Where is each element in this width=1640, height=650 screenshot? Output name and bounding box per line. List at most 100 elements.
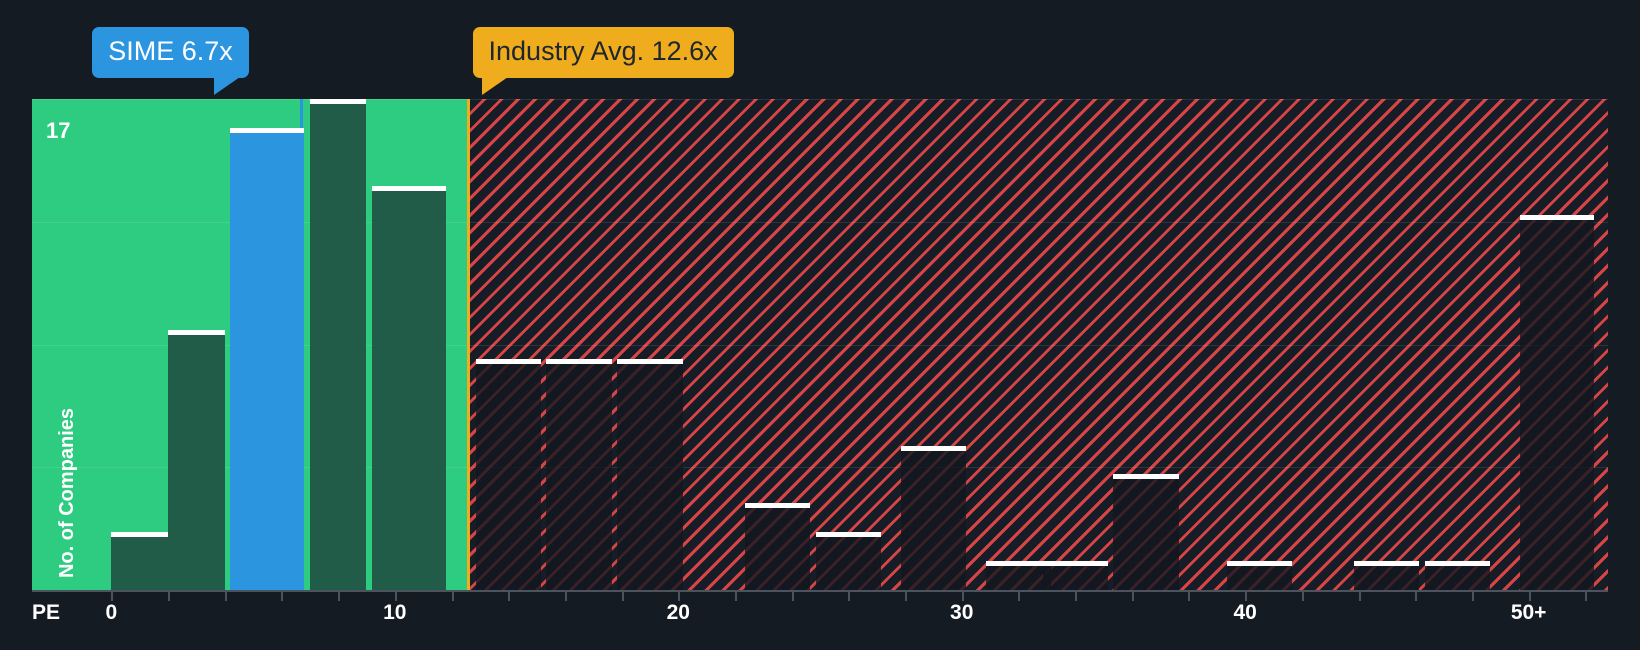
x-axis-tick xyxy=(224,590,227,601)
x-axis-tick xyxy=(734,590,737,601)
x-axis-tick xyxy=(1415,590,1418,601)
x-axis-tick xyxy=(111,590,114,601)
x-axis-tick xyxy=(338,590,341,601)
x-axis-tick xyxy=(508,590,511,601)
bar[interactable] xyxy=(617,358,683,590)
x-axis-label: 20 xyxy=(666,601,690,624)
bar[interactable] xyxy=(744,503,811,590)
callout-tail xyxy=(481,77,508,95)
bar[interactable] xyxy=(168,330,225,590)
marker-line-sime xyxy=(299,99,303,128)
plot-area xyxy=(32,99,1608,590)
x-axis-tick xyxy=(451,590,454,601)
bar-body xyxy=(168,335,225,590)
bar-body xyxy=(1226,566,1292,590)
bar-body xyxy=(1113,479,1179,590)
bar-body xyxy=(230,132,305,590)
overvalued-zone xyxy=(468,99,1608,590)
callout-label: Industry Avg. 12.6x xyxy=(488,36,718,66)
bar[interactable] xyxy=(309,99,367,590)
x-axis-tick xyxy=(1528,590,1531,601)
bar[interactable] xyxy=(1520,214,1594,590)
x-axis-tick xyxy=(1188,590,1191,601)
bar[interactable] xyxy=(1425,561,1491,590)
x-axis-tick xyxy=(1358,590,1361,601)
x-axis-tick xyxy=(1131,590,1134,601)
bar[interactable] xyxy=(1042,561,1108,590)
x-axis-label: 40 xyxy=(1233,601,1257,624)
x-axis-tick xyxy=(1301,590,1304,601)
bar[interactable] xyxy=(546,358,612,590)
bar-cap xyxy=(744,503,811,509)
bar-cap xyxy=(985,561,1051,567)
x-axis-tick xyxy=(564,590,567,601)
callout-tail xyxy=(213,77,240,95)
x-axis-tick xyxy=(621,590,624,601)
bar-cap xyxy=(546,358,612,364)
bar[interactable] xyxy=(372,185,446,590)
x-axis-label: 50+ xyxy=(1510,601,1547,624)
x-axis-tick xyxy=(281,590,284,601)
bar-cap xyxy=(1425,561,1491,567)
x-axis-tick xyxy=(791,590,794,601)
x-axis-line xyxy=(32,590,1608,592)
bar[interactable] xyxy=(475,358,541,590)
bar-cap xyxy=(372,185,446,191)
bar-cap xyxy=(230,127,305,133)
x-axis-tick xyxy=(1075,590,1078,601)
bar[interactable] xyxy=(815,532,881,590)
bar[interactable] xyxy=(1113,474,1179,590)
x-axis-tick xyxy=(168,590,171,601)
bar-cap xyxy=(1520,214,1594,220)
x-axis-tick xyxy=(1471,590,1474,601)
callout-sime: SIME 6.7x xyxy=(92,27,249,95)
x-axis-tick xyxy=(905,590,908,601)
x-axis-label: 30 xyxy=(950,601,974,624)
bar-body xyxy=(111,537,169,590)
bar-cap xyxy=(111,532,169,538)
gridline xyxy=(32,467,1608,469)
bar-body xyxy=(900,450,966,590)
bar-cap xyxy=(815,532,881,538)
x-axis-unit-label: PE xyxy=(32,601,61,624)
bar[interactable] xyxy=(230,127,305,590)
bar[interactable] xyxy=(900,445,966,590)
x-axis-tick xyxy=(678,590,681,601)
bar-body xyxy=(1042,566,1108,590)
bar-cap xyxy=(309,99,367,104)
bar[interactable] xyxy=(111,532,169,590)
x-axis-label: 10 xyxy=(383,601,407,624)
callout-label: SIME 6.7x xyxy=(108,36,233,66)
bar-body xyxy=(744,508,811,590)
y-axis-max-label: 17 xyxy=(46,118,71,143)
bar-cap xyxy=(900,445,966,451)
bar-body xyxy=(372,190,446,590)
bar[interactable] xyxy=(1354,561,1420,590)
bar-body xyxy=(1425,566,1491,590)
x-axis-label: 0 xyxy=(105,601,118,624)
gridline xyxy=(32,99,1608,100)
callout-industry_avg: Industry Avg. 12.6x xyxy=(472,27,734,95)
bar-cap xyxy=(168,330,225,336)
x-axis-tick xyxy=(1018,590,1021,601)
bar[interactable] xyxy=(985,561,1051,590)
bar-body xyxy=(475,363,541,590)
x-axis-tick xyxy=(394,590,397,601)
x-axis-tick xyxy=(1245,590,1248,601)
bar-cap xyxy=(1113,474,1179,480)
marker-line-industry_avg xyxy=(467,99,471,590)
bar-cap xyxy=(1042,561,1108,567)
x-axis-tick xyxy=(848,590,851,601)
bar-body xyxy=(1354,566,1420,590)
bar[interactable] xyxy=(1226,561,1292,590)
bar-cap xyxy=(617,358,683,364)
bar-body xyxy=(815,537,881,590)
bar-body xyxy=(309,104,367,590)
y-axis-title: No. of Companies xyxy=(56,407,78,578)
bar-body xyxy=(617,363,683,590)
x-axis-tick xyxy=(961,590,964,601)
bar-body xyxy=(1520,219,1594,590)
bar-body xyxy=(985,566,1051,590)
bar-body xyxy=(546,363,612,590)
